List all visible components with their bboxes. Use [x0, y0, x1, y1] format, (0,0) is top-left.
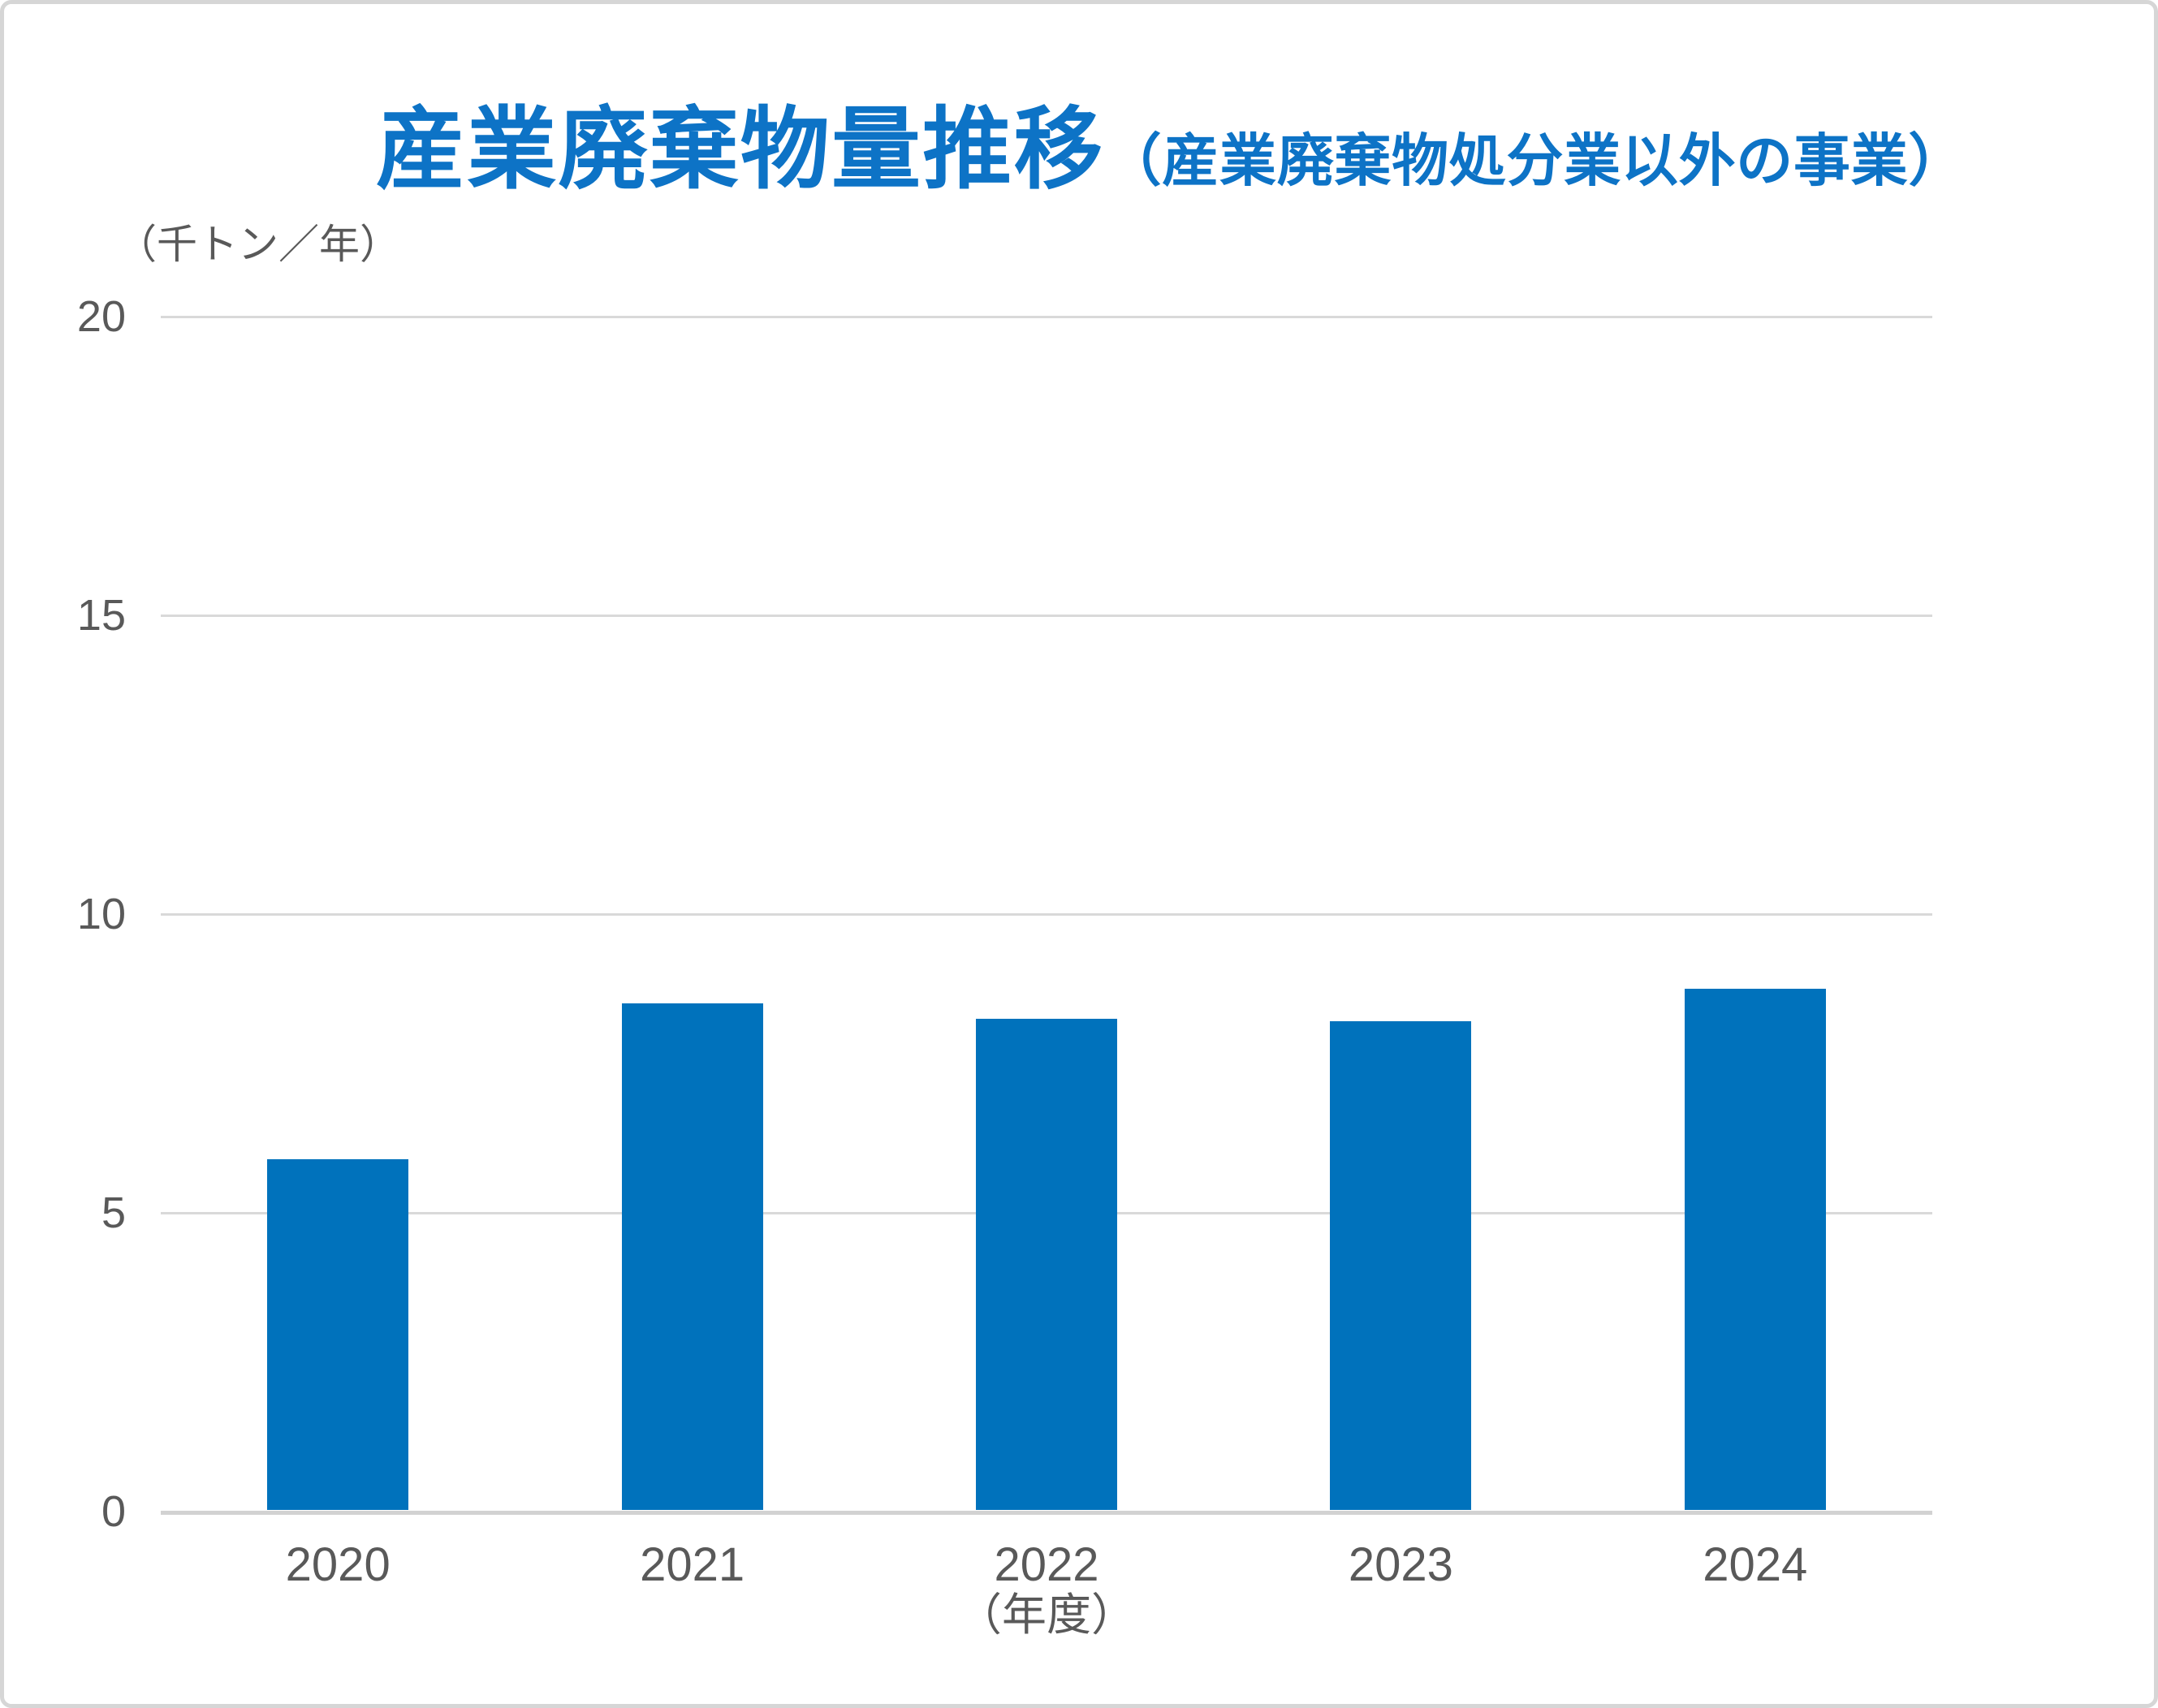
chart-title: 産業廃棄物量推移 （産業廃棄物処分業以外の事業）: [376, 103, 1966, 197]
chart-title-main: 産業廃棄物量推移: [376, 100, 1105, 200]
gridline: [161, 316, 1932, 318]
x-axis-title: （年度）: [956, 1589, 1136, 1640]
bar-2021: [621, 1003, 763, 1510]
y-axis-tick-label: 0: [101, 1487, 126, 1536]
x-axis-tick-label: 2021: [640, 1538, 745, 1591]
x-axis-tick-label: 2023: [1348, 1538, 1453, 1591]
x-axis-tick-label: 2020: [285, 1538, 391, 1591]
bar-2023: [1330, 1021, 1472, 1510]
y-axis-tick-label: 20: [76, 292, 126, 341]
gridline: [161, 615, 1932, 617]
y-axis-tick-label: 15: [76, 591, 126, 640]
y-axis-unit-label: （千トン／年）: [116, 222, 400, 267]
chart-title-sub: （産業廃棄物処分業以外の事業）: [1104, 129, 1966, 192]
gridline: [161, 913, 1932, 916]
y-axis-tick-label: 10: [76, 890, 126, 938]
bar-2020: [267, 1158, 409, 1510]
bar-2024: [1684, 989, 1826, 1510]
x-axis-baseline: [161, 1511, 1932, 1515]
x-axis-tick-label: 2024: [1703, 1538, 1808, 1591]
x-axis-tick-label: 2022: [994, 1538, 1099, 1591]
y-axis-tick-label: 5: [101, 1188, 126, 1237]
bar-2022: [976, 1018, 1117, 1510]
